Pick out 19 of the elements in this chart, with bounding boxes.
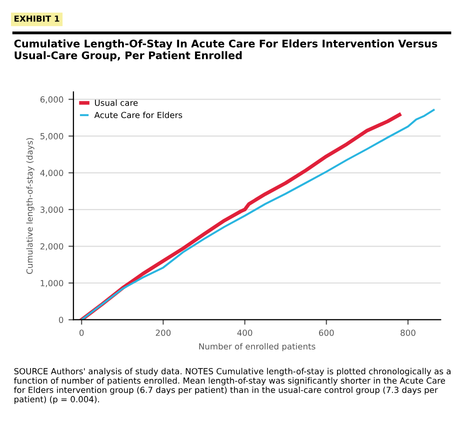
text: EXHIBIT 1 [14, 16, 60, 22]
y-tick-label: 0 [58, 316, 64, 324]
legend-label: Usual care [94, 99, 138, 106]
chart-title: Cumulative Length-Of-Stay In Acute Care For Elders Intervention Versus Usual-Care Group, Per Patient Enrolled [14, 39, 438, 62]
y-tick-label: 4,000 [40, 170, 64, 177]
x-tick-label: 600 [319, 330, 334, 336]
x-tick-label: 0 [80, 330, 84, 336]
y-tick-label: 2,000 [40, 243, 64, 250]
legend-label: Acute Care for Elders [94, 112, 182, 118]
x-tick-label: 400 [237, 330, 252, 336]
y-tick-label: 6,000 [40, 96, 64, 104]
x-tick-label: 200 [156, 330, 171, 336]
x-tick-label: 800 [400, 330, 416, 336]
y-tick-label: 5,000 [40, 133, 64, 140]
y-tick-label: 1,000 [40, 280, 64, 288]
y-axis-title: Cumulative length-of-stay (days) [26, 138, 34, 274]
source-note: SOURCE Authors' analysis of study data. NOTES Cumulative length-of-stay is plotted chronologically as a function of number of patients enrolled. Mean length-of-stay was significantly shorter in the Acute Care for Elders intervention group (6.7 days per patient) than in the usual-care control group (7.3 days per patient) (p = 0.004). [14, 368, 451, 404]
y-tick-label: 3,000 [40, 206, 64, 214]
x-axis-title: Number of enrolled patients [199, 343, 316, 352]
